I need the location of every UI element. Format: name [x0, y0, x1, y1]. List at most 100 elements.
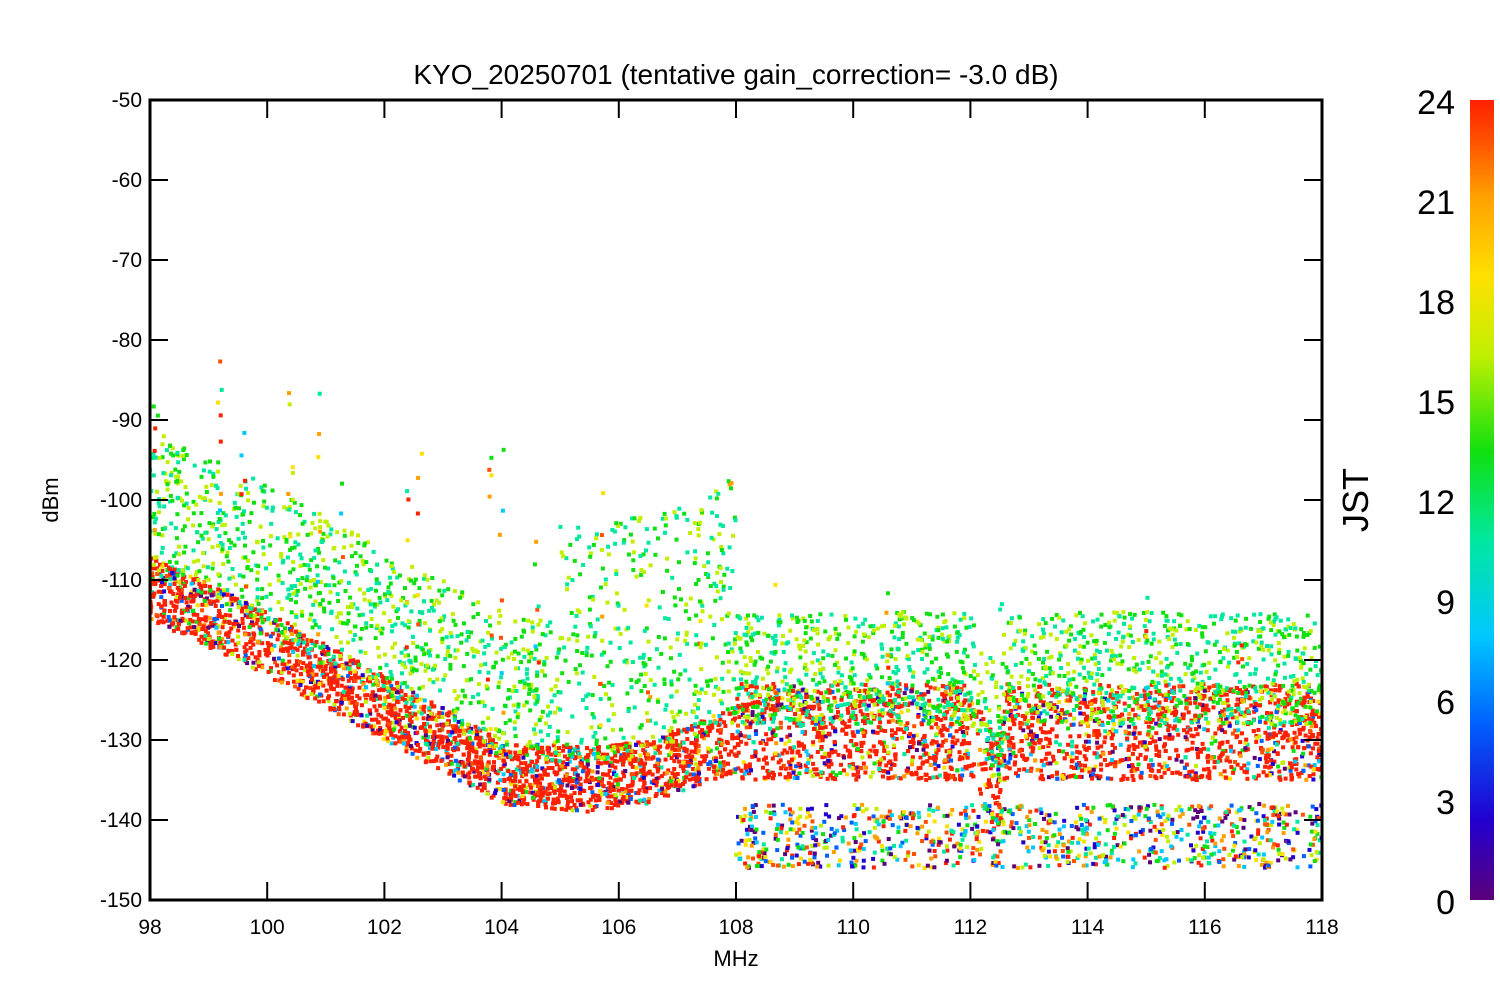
data-point	[694, 762, 699, 767]
data-point	[479, 759, 484, 764]
data-point	[298, 678, 302, 683]
data-point	[881, 774, 885, 779]
data-point	[513, 756, 517, 761]
data-point	[1038, 684, 1043, 689]
data-point	[986, 781, 991, 786]
data-point	[761, 699, 766, 703]
data-point	[961, 738, 966, 743]
data-point	[407, 737, 412, 742]
data-point	[1169, 736, 1174, 741]
data-point	[1290, 722, 1295, 727]
data-point	[899, 710, 904, 715]
data-point	[504, 752, 508, 757]
scatter-marks	[150, 359, 1322, 870]
data-point	[422, 698, 427, 703]
data-point	[697, 782, 702, 787]
data-point	[356, 665, 361, 670]
data-point	[404, 749, 409, 754]
data-point	[1238, 753, 1243, 758]
data-point	[289, 644, 294, 649]
data-point	[200, 617, 205, 622]
data-point	[578, 782, 583, 787]
data-point	[204, 641, 209, 646]
data-point	[276, 656, 281, 661]
data-point	[1031, 732, 1036, 737]
data-point	[615, 775, 620, 780]
data-point	[1260, 747, 1265, 752]
data-point	[1223, 707, 1227, 712]
data-point	[321, 649, 326, 654]
data-point	[538, 773, 543, 778]
data-point	[740, 776, 745, 781]
data-point	[578, 791, 582, 796]
data-point	[542, 799, 547, 804]
data-point	[968, 690, 973, 695]
data-point	[1195, 719, 1200, 724]
data-point	[857, 704, 862, 709]
data-point	[610, 756, 615, 761]
data-point	[1130, 774, 1135, 778]
data-point	[1309, 764, 1314, 769]
data-point	[1143, 693, 1148, 698]
data-point	[857, 694, 862, 698]
data-point	[343, 685, 348, 690]
data-point	[1090, 709, 1095, 714]
data-point	[1186, 710, 1191, 715]
data-point	[368, 711, 373, 716]
data-point	[1122, 701, 1127, 706]
data-point	[396, 712, 401, 717]
data-point	[332, 702, 337, 707]
data-point	[794, 764, 799, 769]
data-point	[652, 745, 657, 750]
data-point	[1138, 752, 1143, 757]
data-point	[1309, 712, 1314, 717]
data-point	[269, 666, 273, 671]
data-point	[159, 604, 164, 609]
data-point	[191, 577, 196, 582]
data-point	[457, 778, 462, 783]
data-point	[1106, 721, 1111, 725]
data-point	[1166, 767, 1171, 772]
data-point	[719, 774, 724, 779]
data-point	[155, 566, 160, 571]
data-point	[899, 727, 904, 732]
data-point	[773, 751, 778, 756]
data-point	[1047, 737, 1052, 742]
data-point	[1254, 734, 1259, 738]
data-point	[578, 763, 583, 768]
data-point	[1116, 699, 1121, 704]
data-point	[188, 574, 193, 579]
data-point	[591, 777, 596, 782]
data-point	[251, 623, 255, 628]
data-point	[620, 787, 625, 792]
data-point	[192, 612, 196, 617]
data-point	[540, 776, 544, 781]
data-point	[878, 760, 883, 764]
data-point	[419, 697, 424, 702]
data-point	[341, 690, 346, 694]
data-point	[1208, 696, 1213, 701]
data-point	[481, 743, 486, 748]
data-point	[634, 791, 639, 795]
data-point	[355, 694, 360, 698]
data-point	[495, 771, 500, 776]
data-point	[871, 744, 876, 749]
data-point	[563, 793, 568, 798]
data-point	[1243, 746, 1248, 751]
data-point	[903, 723, 908, 728]
data-point	[812, 727, 816, 731]
data-point	[670, 748, 675, 752]
data-point	[1038, 776, 1043, 781]
data-point	[1038, 738, 1043, 743]
data-point	[1058, 711, 1063, 716]
data-point	[570, 754, 575, 759]
data-point	[938, 730, 943, 735]
data-point	[333, 670, 338, 675]
data-point	[866, 703, 871, 708]
data-point	[1085, 705, 1090, 710]
data-point	[779, 766, 784, 771]
data-point	[364, 685, 369, 690]
data-point	[609, 761, 614, 766]
data-point	[487, 736, 492, 741]
data-point	[293, 629, 298, 634]
